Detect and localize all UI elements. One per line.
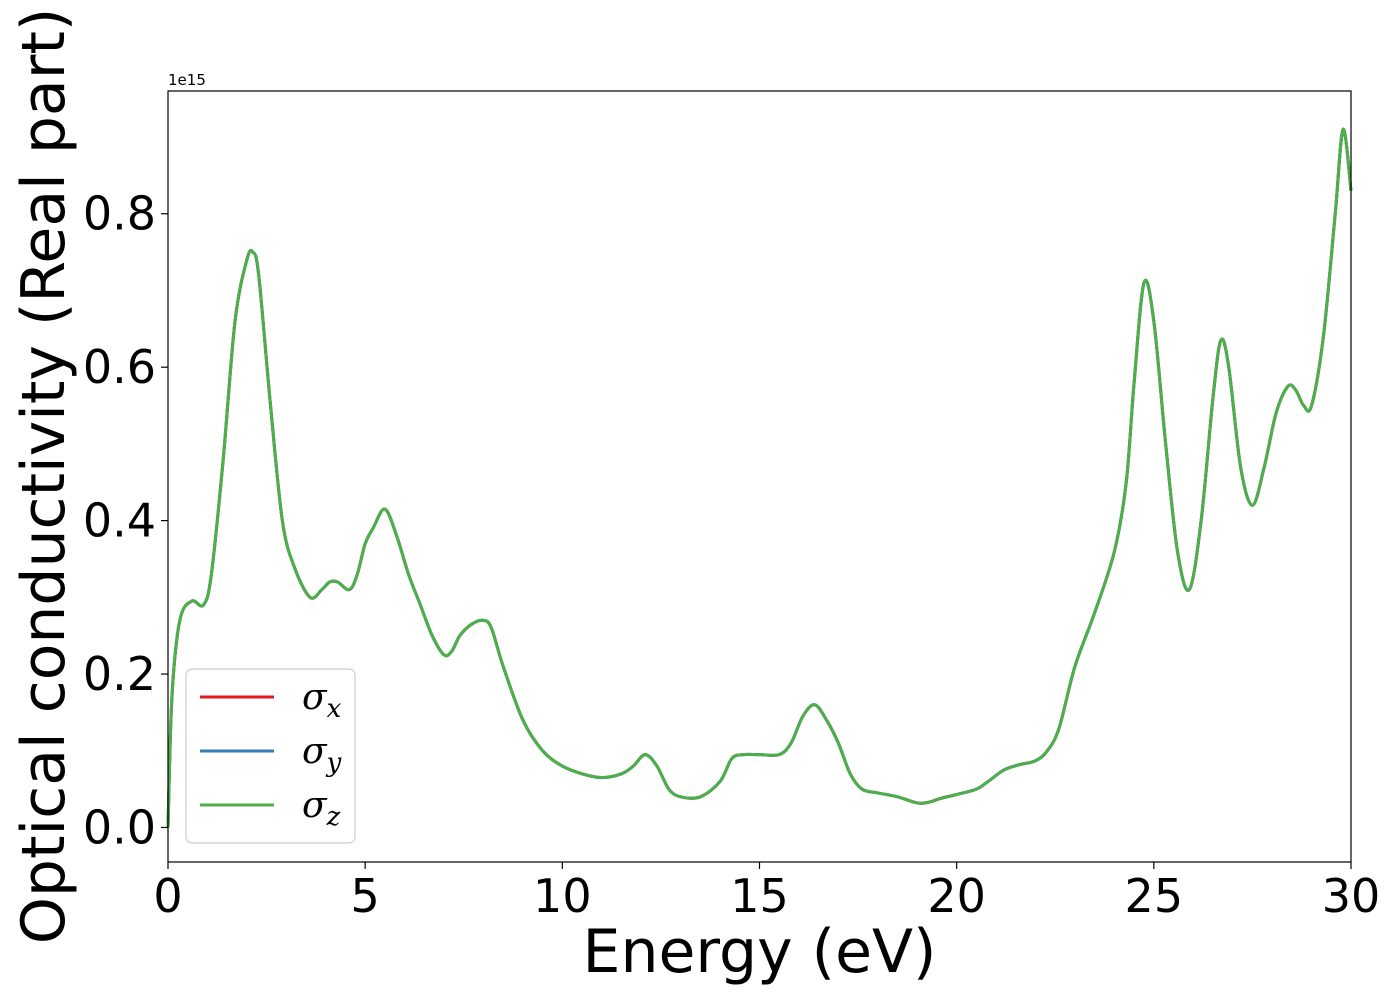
plot-background	[168, 91, 1351, 862]
y-tick-label: 0.8	[83, 187, 156, 241]
x-tick-label: 30	[1322, 869, 1381, 923]
x-tick-label: 5	[351, 869, 380, 923]
y-axis-label: Optical conductivity (Real part)	[9, 8, 79, 945]
y-tick-label: 0.4	[83, 494, 156, 548]
x-axis-label: Energy (eV)	[583, 917, 937, 987]
x-axis: 0 5 10 15 20 25 30	[153, 862, 1380, 923]
series-layer	[166, 127, 1353, 828]
y-tick-label: 0.0	[83, 800, 156, 854]
x-tick-label: 15	[730, 869, 789, 923]
y-axis: 0.0 0.2 0.4 0.6 0.8	[83, 187, 168, 854]
x-tick-label: 10	[533, 869, 592, 923]
y-tick-label: 0.6	[83, 340, 156, 394]
y-tick-label: 0.2	[83, 647, 156, 701]
legend-box	[185, 668, 356, 844]
x-tick-label: 0	[153, 869, 182, 923]
y-offset-text: 1e15	[168, 71, 206, 89]
x-tick-label: 25	[1125, 869, 1184, 923]
series-line-σz	[166, 127, 1353, 828]
x-tick-label: 20	[927, 869, 986, 923]
